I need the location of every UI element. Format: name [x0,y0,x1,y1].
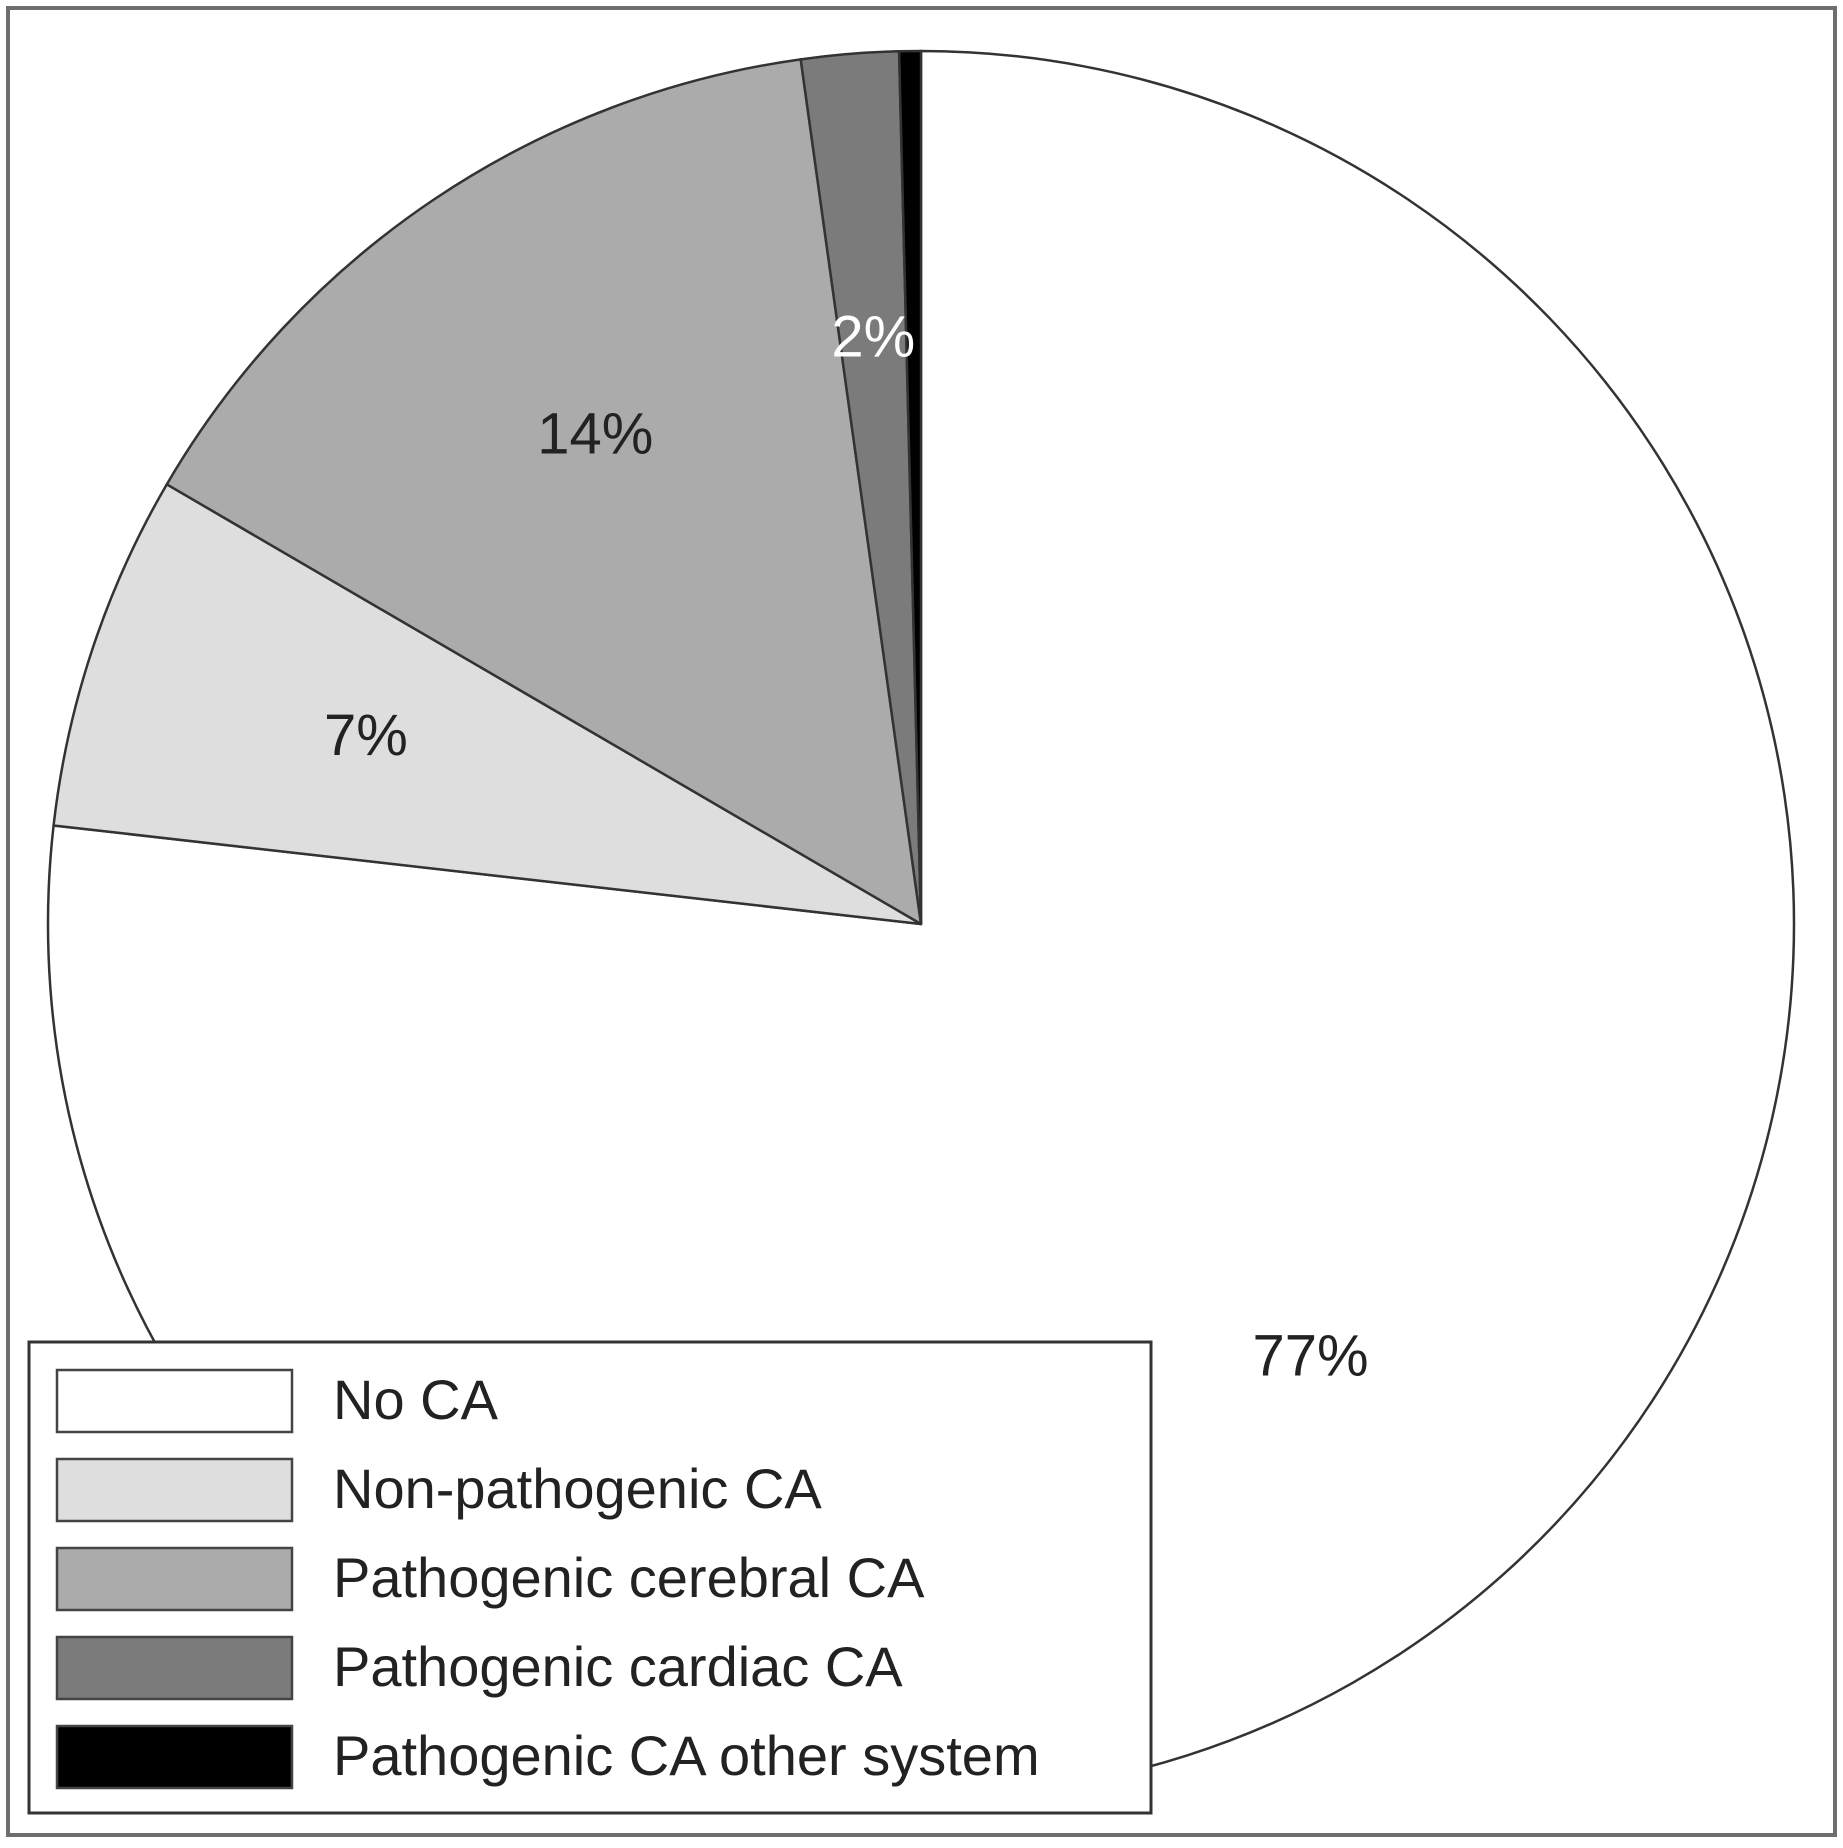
data-label: 14% [537,402,653,467]
data-labels: 77% 7% 14% 2% [324,304,1369,1388]
legend-label: Pathogenic cardiac CA [333,1635,903,1698]
data-label: 2% [831,304,915,369]
legend-label: Pathogenic cerebral CA [333,1546,925,1609]
data-label: 77% [1253,1324,1369,1389]
legend-swatch [55,1546,294,1612]
pie-slice [165,58,923,926]
data-label: 7% [324,703,408,768]
legend-label: Pathogenic CA other system [333,1724,1040,1787]
legend-label: No CA [333,1368,499,1431]
legend-swatch [55,1635,294,1701]
legend-swatch [55,1368,294,1434]
pie-slice [52,483,923,926]
legend-swatch [55,1457,294,1523]
pie-slice [897,49,923,926]
legend-label: Non-pathogenic CA [333,1457,822,1520]
legend-swatch [55,1724,294,1790]
legend: No CA Non-pathogenic CA Pathogenic cerebra… [27,1340,1153,1815]
